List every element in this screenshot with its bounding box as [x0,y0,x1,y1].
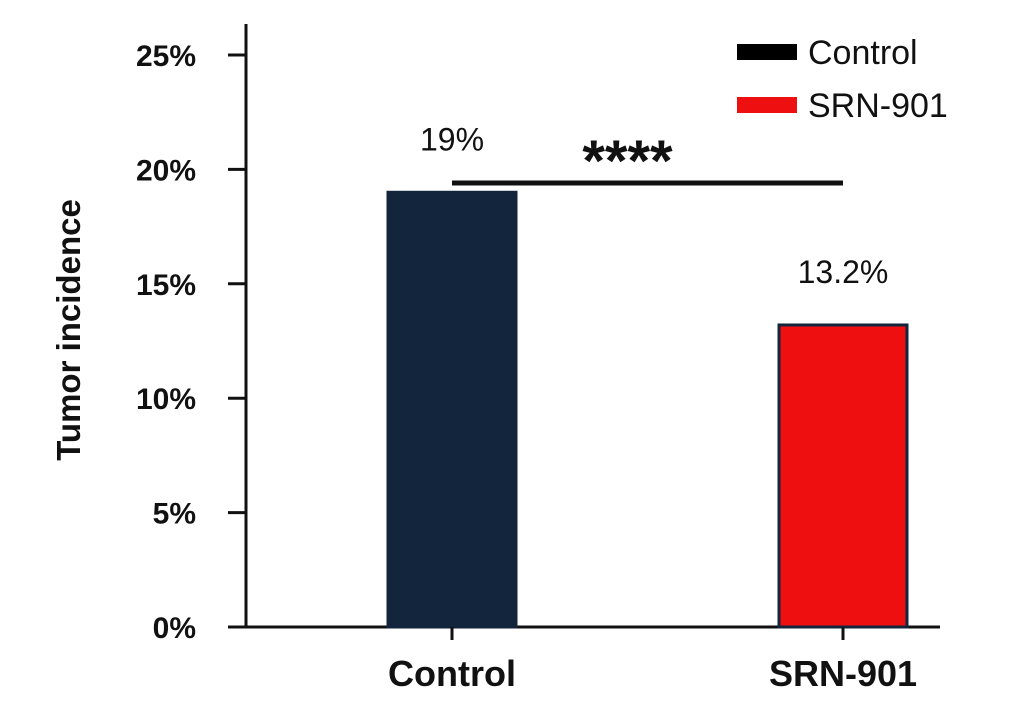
legend: Control SRN-901 [737,34,948,125]
significance-label: **** [582,129,673,194]
bar-control [386,190,518,629]
data-labels: 19% 13.2% [420,121,888,290]
y-tick-label: 10% [136,383,196,416]
data-label: 19% [420,121,484,157]
legend-swatch [737,44,797,60]
legend-swatch [737,97,797,113]
x-tick-label: SRN-901 [769,653,917,694]
x-tick-label: Control [388,653,516,694]
y-tick-label: 5% [153,498,196,531]
bar-srn-901 [777,323,909,629]
y-tick-label: 25% [136,40,196,73]
y-axis-title: Tumor incidence [50,199,87,461]
bars [386,190,909,629]
data-label: 13.2% [798,254,889,290]
y-tick-label: 20% [136,154,196,187]
legend-label: SRN-901 [808,87,948,125]
y-tick-label: 15% [136,269,196,302]
x-axis-ticks: Control SRN-901 [388,627,917,694]
legend-label: Control [808,34,918,72]
y-tick-label: 0% [153,612,196,645]
y-axis-ticks: 0% 5% 10% 15% 20% 25% [136,40,246,645]
